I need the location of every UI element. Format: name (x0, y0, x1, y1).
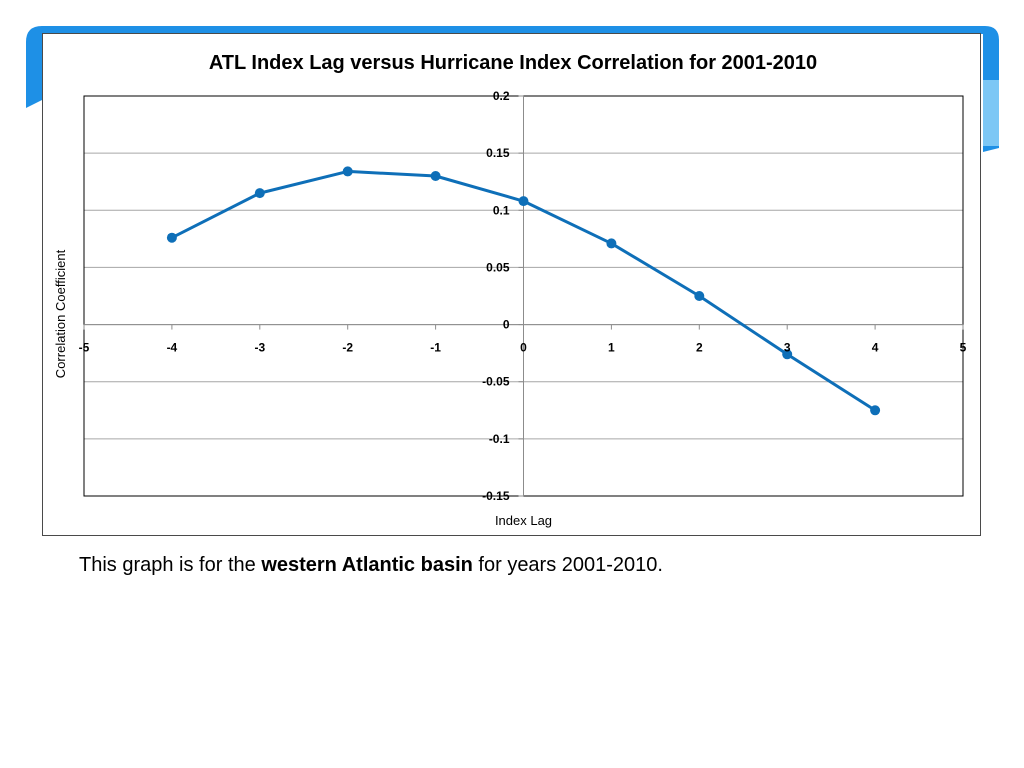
x-tick-label: 2 (696, 341, 703, 355)
y-tick-label: 0.15 (486, 146, 510, 160)
y-axis-title: Correlation Coefficient (53, 249, 68, 378)
caption-bold: western Atlantic basin (261, 554, 473, 576)
series-line (166, 166, 881, 416)
x-tick-label: -2 (342, 341, 353, 355)
x-tick-label: 3 (784, 341, 791, 355)
data-point (694, 291, 705, 301)
data-point (166, 232, 177, 243)
caption-text: This graph is for the western Atlantic b… (79, 554, 663, 577)
x-tick-label: 4 (872, 341, 879, 355)
data-point (254, 188, 265, 199)
line-chart: ATL Index Lag versus Hurricane Index Cor… (53, 52, 967, 528)
data-point (870, 405, 881, 416)
y-tick-label: 0.2 (493, 89, 510, 103)
data-point (430, 171, 441, 181)
chart-title: ATL Index Lag versus Hurricane Index Cor… (209, 52, 817, 74)
tick-labels: -5 -4 -3 -2 -1 0 1 2 3 4 5 0.2 0.15 0.1 0.05 0 -0.05 -0.1… (79, 89, 967, 503)
y-tick-label: 0.05 (486, 260, 510, 274)
caption-prefix: This graph is for the (79, 554, 262, 576)
data-point (782, 349, 793, 360)
slide-banner-highlight (983, 80, 999, 146)
y-tick-label: 0.1 (493, 203, 510, 217)
x-tick-label: -3 (254, 341, 265, 355)
x-tick-label: 5 (960, 341, 967, 355)
y-tick-label: 0 (503, 318, 510, 332)
axes (83, 95, 964, 497)
caption-suffix: for years 2001-2010. (472, 554, 663, 576)
y-tick-label: -0.05 (482, 375, 510, 389)
chart-container: ATL Index Lag versus Hurricane Index Cor… (42, 33, 981, 536)
x-tick-label: 1 (608, 341, 615, 355)
y-tick-label: -0.1 (489, 432, 510, 446)
x-axis-title: Index Lag (495, 513, 552, 528)
y-tick-label: -0.15 (482, 489, 510, 503)
data-point (606, 238, 617, 249)
x-tick-label: -4 (167, 341, 178, 355)
data-point (342, 166, 353, 177)
data-point (518, 196, 529, 207)
x-tick-label: 0 (520, 341, 527, 355)
x-tick-label: -1 (430, 341, 441, 355)
x-tick-label: -5 (79, 341, 90, 355)
